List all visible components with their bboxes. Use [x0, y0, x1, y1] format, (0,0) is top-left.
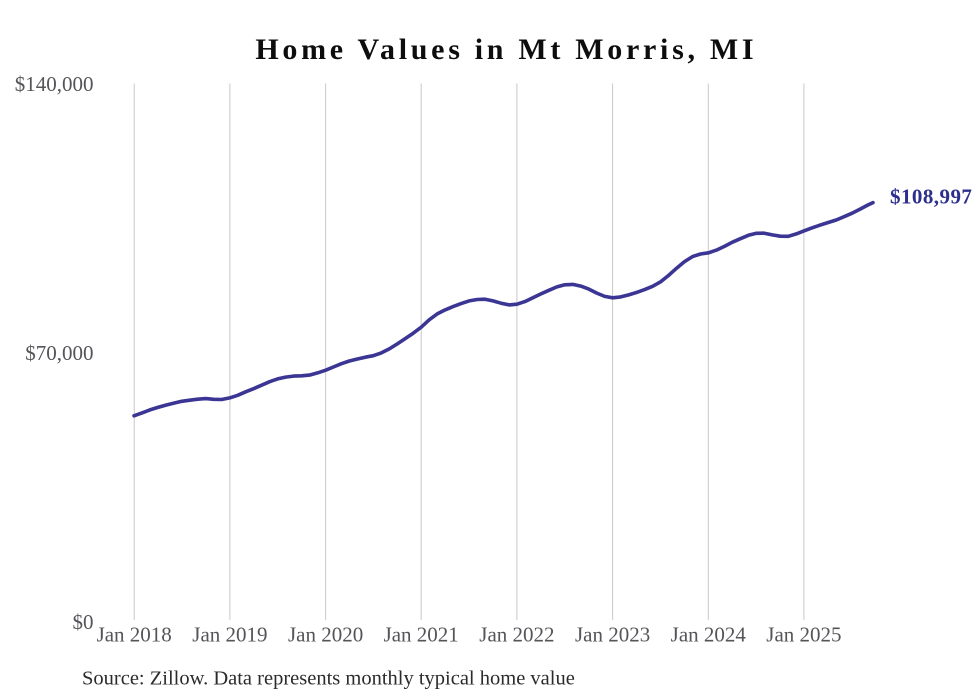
svg-text:Jan 2025: Jan 2025 — [766, 622, 841, 646]
svg-text:Source: Zillow. Data represent: Source: Zillow. Data represents monthly … — [82, 668, 575, 690]
svg-text:$140,000: $140,000 — [15, 72, 94, 96]
svg-text:Jan 2018: Jan 2018 — [97, 622, 172, 646]
svg-text:$108,997: $108,997 — [890, 184, 972, 208]
svg-text:Jan 2019: Jan 2019 — [192, 622, 267, 646]
svg-text:Jan 2024: Jan 2024 — [671, 622, 747, 646]
svg-text:$0: $0 — [73, 610, 94, 634]
svg-text:Jan 2023: Jan 2023 — [575, 622, 650, 646]
svg-text:Jan 2022: Jan 2022 — [479, 622, 554, 646]
svg-text:Jan 2021: Jan 2021 — [384, 622, 459, 646]
svg-text:$70,000: $70,000 — [25, 341, 93, 365]
svg-text:Jan 2020: Jan 2020 — [288, 622, 363, 646]
svg-text:Home Values in Mt Morris, MI: Home Values in Mt Morris, MI — [255, 33, 757, 66]
